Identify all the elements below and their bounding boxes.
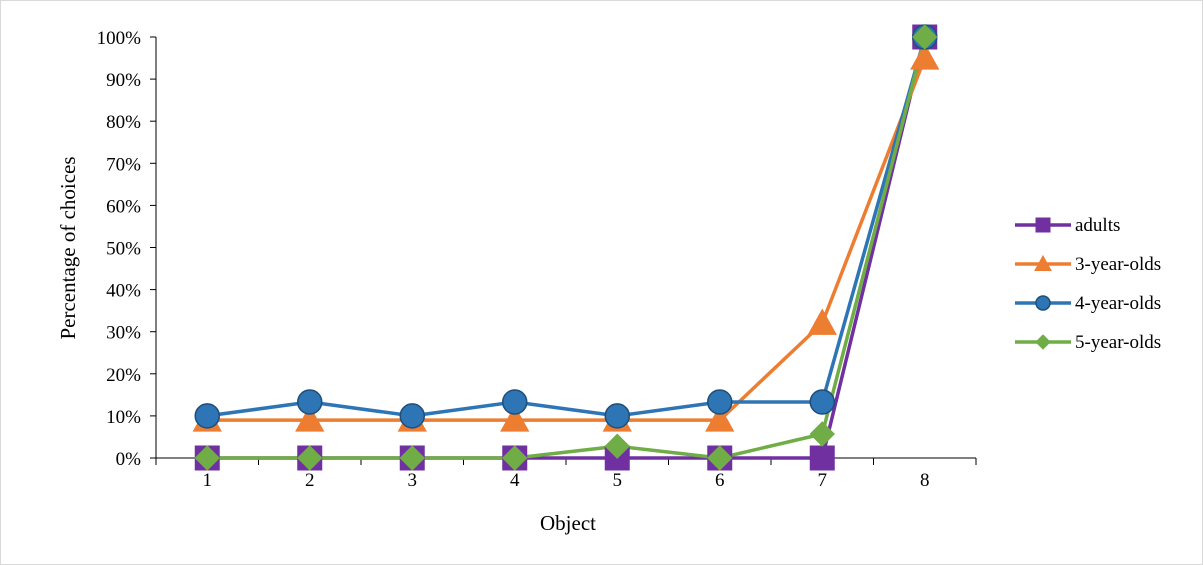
x-tick-label: 1 — [203, 470, 213, 491]
data-point-3-6 — [809, 421, 835, 447]
series-line-2 — [207, 36, 927, 418]
data-point-2-0 — [194, 403, 220, 429]
data-point-1-6 — [807, 308, 837, 335]
x-tick-label: 4 — [510, 470, 520, 491]
legend-label-0: adults — [1075, 215, 1120, 236]
data-point-1-7 — [910, 43, 940, 70]
data-point-1-1 — [295, 405, 325, 432]
data-point-2-1 — [297, 389, 323, 415]
data-point-2-2 — [399, 403, 425, 429]
legend-marker-3 — [1035, 334, 1051, 350]
y-tick-label: 80% — [106, 112, 141, 133]
y-tick-label: 0% — [116, 449, 142, 470]
y-tick-label: 40% — [106, 281, 141, 302]
legend-label-3: 5-year-olds — [1075, 332, 1161, 353]
data-point-2-6 — [809, 389, 835, 415]
x-tick-label: 7 — [818, 470, 828, 491]
legend-marker-1 — [1034, 254, 1052, 271]
y-tick-label: 60% — [106, 196, 141, 217]
y-tick-label: 50% — [106, 239, 141, 260]
y-tick-label: 10% — [106, 407, 141, 428]
data-point-2-5 — [707, 389, 733, 415]
data-point-3-3 — [502, 445, 528, 471]
legend-marker-0 — [1035, 217, 1051, 233]
data-point-2-4 — [604, 403, 630, 429]
series-line-1 — [207, 57, 927, 422]
data-point-0-6 — [809, 445, 835, 471]
x-tick-label: 3 — [408, 470, 418, 491]
y-tick-label: 90% — [106, 70, 141, 91]
y-tick-label: 30% — [106, 323, 141, 344]
y-axis-title: Percentage of choices — [56, 156, 80, 339]
data-point-1-5 — [705, 405, 735, 432]
x-tick-label: 2 — [305, 470, 315, 491]
x-axis-title: Object — [540, 511, 596, 535]
y-tick-label: 70% — [106, 154, 141, 175]
data-point-3-5 — [707, 445, 733, 471]
data-point-3-2 — [399, 445, 425, 471]
data-point-3-7 — [912, 24, 938, 50]
x-tick-label: 5 — [613, 470, 623, 491]
y-tick-label: 20% — [106, 365, 141, 386]
legend-label-1: 3-year-olds — [1075, 254, 1161, 275]
data-point-3-1 — [297, 445, 323, 471]
series-line-3 — [207, 36, 927, 460]
data-point-2-3 — [502, 389, 528, 415]
data-point-3-0 — [194, 445, 220, 471]
x-tick-label: 8 — [920, 470, 930, 491]
data-point-1-3 — [500, 405, 530, 432]
legend-label-2: 4-year-olds — [1075, 293, 1161, 314]
x-tick-label: 6 — [715, 470, 725, 491]
y-tick-label: 100% — [97, 28, 142, 49]
legend-marker-2 — [1035, 295, 1051, 311]
data-point-3-4 — [604, 433, 630, 459]
